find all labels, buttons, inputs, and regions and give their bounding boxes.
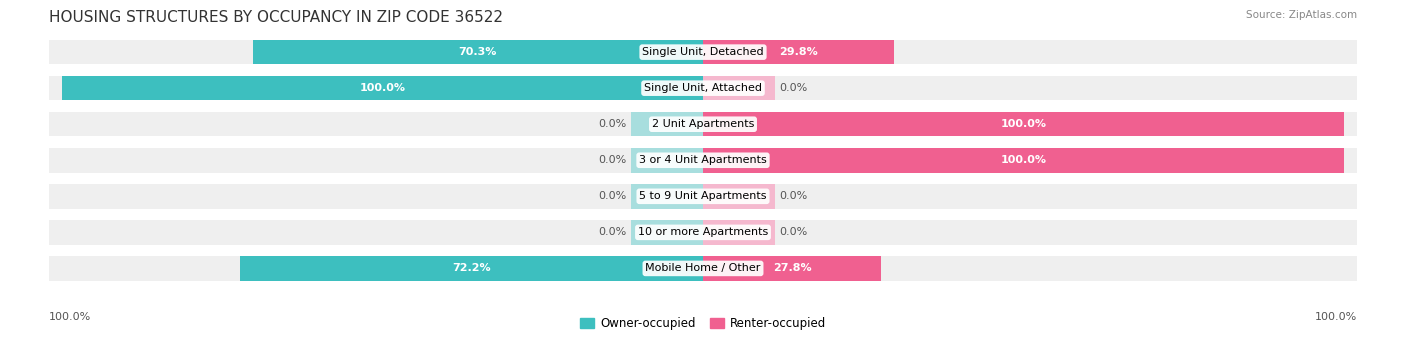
Text: 0.0%: 0.0% xyxy=(599,227,627,237)
Text: Source: ZipAtlas.com: Source: ZipAtlas.com xyxy=(1246,10,1357,20)
Text: Mobile Home / Other: Mobile Home / Other xyxy=(645,263,761,273)
Text: 0.0%: 0.0% xyxy=(599,155,627,165)
Text: 2 Unit Apartments: 2 Unit Apartments xyxy=(652,119,754,129)
Text: 0.0%: 0.0% xyxy=(599,119,627,129)
Text: Single Unit, Attached: Single Unit, Attached xyxy=(644,83,762,93)
Text: 0.0%: 0.0% xyxy=(779,83,807,93)
Legend: Owner-occupied, Renter-occupied: Owner-occupied, Renter-occupied xyxy=(575,313,831,335)
Text: 72.2%: 72.2% xyxy=(453,263,491,273)
Text: 0.0%: 0.0% xyxy=(779,191,807,201)
Text: Single Unit, Detached: Single Unit, Detached xyxy=(643,47,763,57)
Text: 0.0%: 0.0% xyxy=(779,227,807,237)
Text: 3 or 4 Unit Apartments: 3 or 4 Unit Apartments xyxy=(640,155,766,165)
Text: 100.0%: 100.0% xyxy=(1315,312,1357,322)
Text: 100.0%: 100.0% xyxy=(1000,119,1046,129)
Text: 70.3%: 70.3% xyxy=(458,47,496,57)
Text: 0.0%: 0.0% xyxy=(599,191,627,201)
Text: 27.8%: 27.8% xyxy=(773,263,811,273)
Text: 100.0%: 100.0% xyxy=(360,83,406,93)
Text: 100.0%: 100.0% xyxy=(49,312,91,322)
Text: 29.8%: 29.8% xyxy=(779,47,818,57)
Text: HOUSING STRUCTURES BY OCCUPANCY IN ZIP CODE 36522: HOUSING STRUCTURES BY OCCUPANCY IN ZIP C… xyxy=(49,10,503,25)
Text: 10 or more Apartments: 10 or more Apartments xyxy=(638,227,768,237)
Text: 100.0%: 100.0% xyxy=(1000,155,1046,165)
Text: 5 to 9 Unit Apartments: 5 to 9 Unit Apartments xyxy=(640,191,766,201)
